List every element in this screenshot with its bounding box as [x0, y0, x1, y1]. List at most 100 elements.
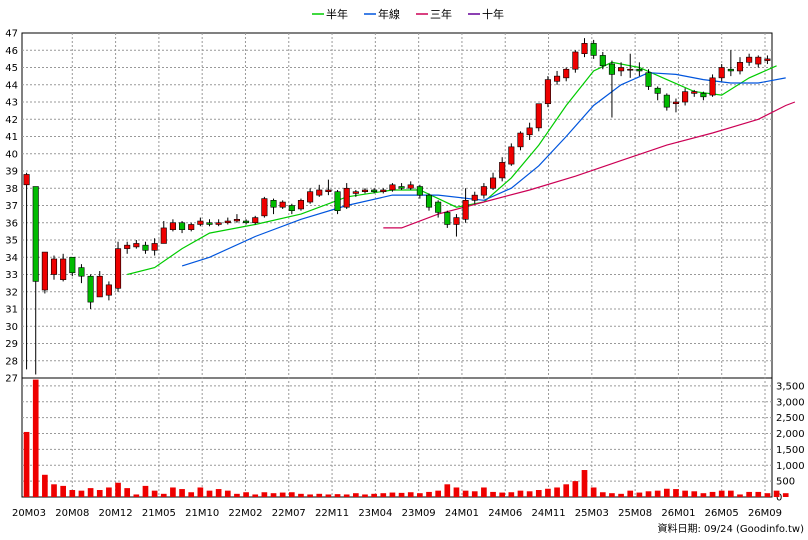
- price-tick-label: 33: [5, 270, 18, 281]
- volume-tick-label: 0: [776, 493, 782, 504]
- candle: [682, 88, 689, 106]
- volume-bar: [572, 481, 579, 497]
- candle: [252, 215, 259, 225]
- volume-bar: [590, 487, 597, 497]
- x-tick-label: 26M01: [661, 508, 695, 519]
- candle: [389, 183, 396, 192]
- candle: [691, 89, 698, 97]
- volume-bars: [23, 379, 789, 497]
- x-tick-label: 26M05: [705, 508, 739, 519]
- candle: [261, 196, 268, 218]
- volume-bar: [380, 493, 387, 497]
- volume-bar: [481, 487, 487, 497]
- price-tick-label: 38: [5, 184, 18, 195]
- volume-tick-label: 500: [776, 477, 795, 488]
- legend-label: 十年: [482, 7, 504, 21]
- candle: [288, 203, 295, 215]
- volume-bar: [69, 490, 76, 497]
- candle: [224, 217, 231, 225]
- candle: [499, 157, 506, 182]
- ma-half-year-line: [127, 61, 777, 276]
- chart-legend: 半年 年線 三年 十年: [312, 7, 504, 21]
- candle: [755, 55, 762, 68]
- x-tick-label: 21M05: [142, 508, 176, 519]
- candle: [407, 181, 414, 190]
- price-tick-label: 29: [5, 339, 18, 350]
- candle: [279, 200, 286, 209]
- volume-bar: [782, 493, 789, 497]
- candle: [590, 39, 597, 59]
- ma-year-line: [181, 72, 786, 267]
- candle: [60, 253, 67, 282]
- volume-bar: [32, 379, 39, 497]
- price-tick-label: 39: [5, 167, 18, 178]
- axis-ticks: 27 28 29 30 31 32 33 34 35 36 37 38 39 40 41 42 43 44 45 46…: [5, 29, 804, 520]
- volume-bar: [234, 493, 240, 497]
- candle: [736, 57, 744, 75]
- moving-average-lines: [127, 61, 796, 276]
- volume-bar: [618, 493, 624, 497]
- volume-tick-label: 2,000: [776, 429, 805, 440]
- volume-bar: [42, 474, 48, 497]
- volume-bar: [78, 490, 85, 497]
- candle: [325, 179, 332, 196]
- volume-bar: [106, 487, 112, 497]
- price-tick-label: 28: [5, 356, 18, 367]
- volume-bar: [654, 490, 661, 497]
- candle: [764, 55, 771, 65]
- x-tick-label: 21M10: [185, 508, 219, 519]
- x-tick-label: 25M03: [575, 508, 609, 519]
- x-tick-label: 22M02: [228, 508, 262, 519]
- volume-bar: [426, 491, 432, 497]
- candle: [343, 183, 350, 209]
- volume-bar: [499, 492, 506, 497]
- candle: [581, 38, 588, 58]
- candle: [380, 188, 387, 194]
- price-tick-label: 34: [5, 253, 18, 264]
- volume-bar: [243, 492, 249, 497]
- volume-bar: [179, 489, 185, 497]
- candle: [398, 183, 405, 190]
- price-tick-label: 47: [5, 29, 18, 40]
- candle: [160, 221, 167, 244]
- volume-bar: [535, 490, 542, 497]
- candle: [444, 210, 451, 228]
- candle: [526, 122, 533, 140]
- candle: [243, 219, 250, 225]
- legend-label: 半年: [326, 7, 348, 21]
- candle: [435, 200, 442, 218]
- volume-bar: [636, 492, 643, 497]
- price-tick-label: 37: [5, 201, 18, 212]
- volume-bar: [700, 493, 707, 497]
- volume-bar: [188, 492, 195, 497]
- volume-bar: [325, 494, 332, 497]
- candle: [654, 86, 661, 101]
- candle: [361, 188, 369, 194]
- volume-bar: [353, 493, 359, 497]
- volume-bar: [142, 485, 149, 497]
- volume-bar: [563, 484, 570, 497]
- candle: [663, 93, 670, 111]
- candle: [32, 186, 39, 375]
- candle: [206, 219, 213, 227]
- volume-bar: [526, 491, 533, 497]
- candle: [489, 172, 497, 190]
- candle: [23, 172, 30, 370]
- volume-bar: [371, 493, 377, 497]
- volume-bar: [609, 493, 615, 497]
- x-tick-label: 20M08: [55, 508, 89, 519]
- volume-bar: [453, 487, 460, 497]
- candle: [270, 198, 277, 215]
- ma-three-year-line: [383, 101, 796, 229]
- volume-bar: [718, 490, 725, 497]
- candle: [197, 217, 204, 227]
- volume-bar: [728, 490, 734, 497]
- candle: [215, 219, 222, 227]
- volume-bar: [270, 493, 277, 497]
- volume-bar: [398, 492, 405, 497]
- price-tick-label: 42: [5, 115, 18, 126]
- candle: [471, 191, 478, 204]
- price-tick-label: 43: [5, 98, 18, 109]
- x-tick-label: 20M03: [12, 508, 46, 519]
